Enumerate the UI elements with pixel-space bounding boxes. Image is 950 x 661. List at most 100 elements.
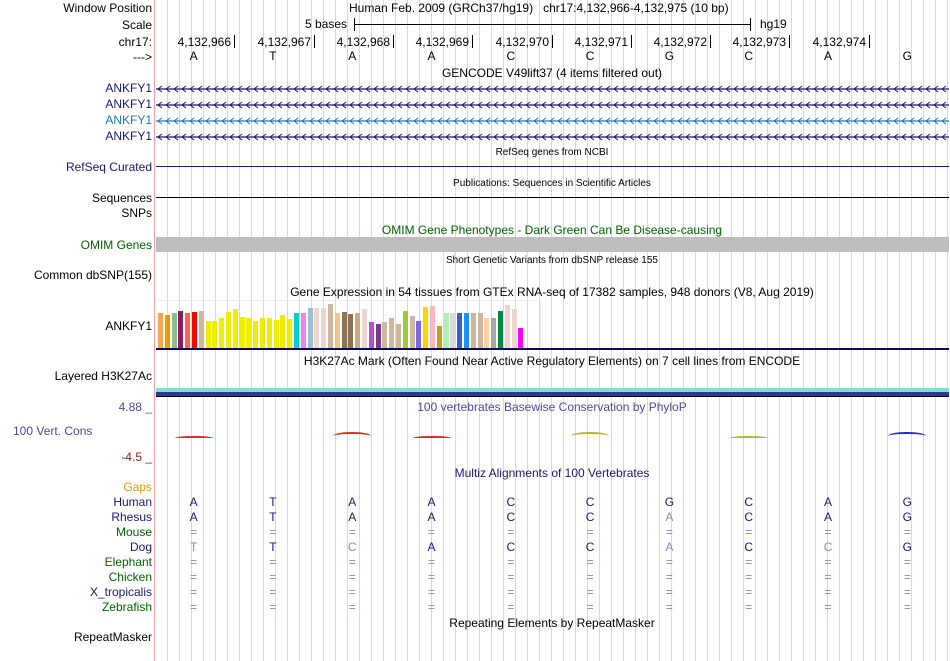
gtex-tissue-bar[interactable] [443, 312, 449, 349]
assembly-title[interactable]: Human Feb. 2009 (GRCh37/hg19) chr17:4,13… [349, 1, 729, 15]
gtex-tissue-bar[interactable] [328, 304, 333, 349]
gtex-tissue-bar[interactable] [314, 308, 320, 349]
multiz-species-label[interactable]: Elephant [104, 555, 152, 569]
strand-arrow-icon [429, 85, 435, 93]
gtex-tissue-bar[interactable] [464, 312, 469, 349]
base-gridlines [155, 0, 950, 661]
gtex-tissue-bar[interactable] [164, 314, 170, 349]
ruler-tick [472, 35, 473, 48]
gtex-tissue-bar[interactable] [260, 318, 265, 349]
aligned-base: = [586, 585, 594, 599]
gtex-tissue-bar[interactable] [416, 320, 422, 349]
gtex-tissue-bar[interactable] [457, 312, 463, 349]
gtex-tissue-bar[interactable] [518, 328, 524, 349]
gtex-tissue-bar[interactable] [287, 319, 293, 349]
gtex-tissue-bar[interactable] [341, 311, 347, 349]
gtex-tissue-bar[interactable] [273, 319, 279, 349]
repeatmasker-track-label[interactable]: RepeatMasker [73, 630, 152, 644]
gtex-tissue-bar[interactable] [498, 310, 503, 349]
gtex-tissue-bar[interactable] [321, 308, 327, 349]
gtex-tissue-bar[interactable] [470, 313, 476, 349]
strand-arrow-icon [389, 85, 395, 93]
dbsnp-track-label[interactable]: Common dbSNP(155) [33, 268, 152, 282]
gencode-transcript-line[interactable] [156, 131, 949, 143]
gtex-bar-chart[interactable] [157, 300, 541, 349]
gtex-tissue-bar[interactable] [205, 321, 211, 349]
gtex-tissue-bar[interactable] [484, 317, 490, 349]
window-position-label: Window Position [63, 1, 152, 15]
aligned-base: G [902, 495, 913, 509]
gencode-transcript-line[interactable] [156, 99, 949, 111]
multiz-species-label[interactable]: Rhesus [111, 510, 152, 524]
h3k27ac-signal-blue [156, 392, 949, 396]
omim-gene-block[interactable] [156, 237, 949, 252]
gtex-tissue-bar[interactable] [504, 304, 510, 349]
strand-arrow-icon [197, 85, 203, 93]
gtex-tissue-bar[interactable] [491, 318, 497, 349]
gtex-tissue-bar[interactable] [226, 311, 231, 349]
gtex-tissue-bar[interactable] [239, 316, 245, 349]
gtex-tissue-bar[interactable] [389, 318, 395, 349]
snps-track-label[interactable]: SNPs [121, 206, 152, 220]
gtex-tissue-bar[interactable] [158, 313, 163, 349]
gtex-tissue-bar[interactable] [307, 308, 313, 349]
gtex-tissue-bar[interactable] [334, 312, 340, 349]
phylop-track-label[interactable]: 100 Vert. Cons [13, 424, 93, 438]
gencode-item-label[interactable]: ANKFY1 [105, 113, 152, 127]
gridline [611, 0, 612, 661]
gtex-tissue-bar[interactable] [396, 324, 401, 349]
gtex-tissue-bar[interactable] [192, 311, 197, 349]
gtex-tissue-bar[interactable] [219, 317, 225, 349]
gtex-tissue-bar[interactable] [423, 307, 429, 349]
refseq-gene-line[interactable] [156, 166, 949, 167]
gtex-tissue-bar[interactable] [402, 310, 408, 349]
gtex-tissue-bar[interactable] [246, 318, 252, 349]
multiz-species-label[interactable]: Zebrafish [101, 600, 152, 614]
publications-line[interactable] [156, 197, 949, 198]
gtex-tissue-bar[interactable] [375, 324, 381, 349]
gtex-tissue-bar[interactable] [266, 317, 272, 349]
gtex-tissue-bar[interactable] [382, 322, 388, 349]
gencode-transcript-line[interactable] [156, 83, 949, 95]
omim-track-label[interactable]: OMIM Genes [80, 238, 152, 252]
multiz-track-title: Multiz Alignments of 100 Vertebrates [454, 466, 650, 480]
gencode-transcript-line[interactable] [156, 115, 949, 127]
multiz-species-label[interactable]: Mouse [115, 525, 152, 539]
strand-arrow-icon [549, 117, 555, 125]
gtex-tissue-bar[interactable] [232, 309, 238, 349]
gtex-tissue-bar[interactable] [409, 315, 415, 349]
gtex-tissue-bar[interactable] [477, 312, 483, 349]
h3k27ac-track-label[interactable]: Layered H3K27Ac [54, 369, 152, 383]
gtex-tissue-bar[interactable] [294, 313, 299, 349]
gtex-tissue-bar[interactable] [280, 314, 286, 349]
gencode-item-label[interactable]: ANKFY1 [105, 97, 152, 111]
refseq-track-label[interactable]: RefSeq Curated [65, 160, 152, 174]
strand-arrow-icon [669, 101, 675, 109]
gtex-tissue-bar[interactable] [450, 312, 456, 349]
multiz-species-label[interactable]: X_tropicalis [89, 585, 152, 599]
gtex-tissue-bar[interactable] [185, 312, 191, 349]
multiz-species-label[interactable]: Dog [129, 540, 152, 554]
gtex-tissue-bar[interactable] [212, 321, 218, 349]
gtex-tissue-bar[interactable] [348, 314, 354, 349]
gencode-item-label[interactable]: ANKFY1 [105, 129, 152, 143]
gtex-tissue-bar[interactable] [511, 309, 517, 349]
multiz-species-label[interactable]: Chicken [108, 570, 152, 584]
gtex-tissue-bar[interactable] [171, 313, 177, 349]
gtex-tissue-bar[interactable] [436, 325, 442, 349]
gtex-tissue-bar[interactable] [368, 322, 374, 349]
gtex-tissue-bar[interactable] [253, 321, 259, 349]
multiz-species-label[interactable]: Human [113, 495, 152, 509]
strand-arrow-icon [693, 101, 699, 109]
gridline [683, 0, 684, 661]
publications-track-label[interactable]: Sequences [91, 191, 152, 205]
gtex-tissue-bar[interactable] [300, 313, 306, 349]
strand-arrow-icon [717, 85, 723, 93]
gtex-track-label[interactable]: ANKFY1 [105, 319, 152, 333]
gtex-tissue-bar[interactable] [362, 309, 367, 349]
gtex-tissue-bar[interactable] [198, 310, 204, 349]
gencode-item-label[interactable]: ANKFY1 [105, 81, 152, 95]
gtex-tissue-bar[interactable] [355, 312, 361, 349]
gtex-tissue-bar[interactable] [178, 310, 184, 349]
gtex-tissue-bar[interactable] [430, 305, 435, 349]
